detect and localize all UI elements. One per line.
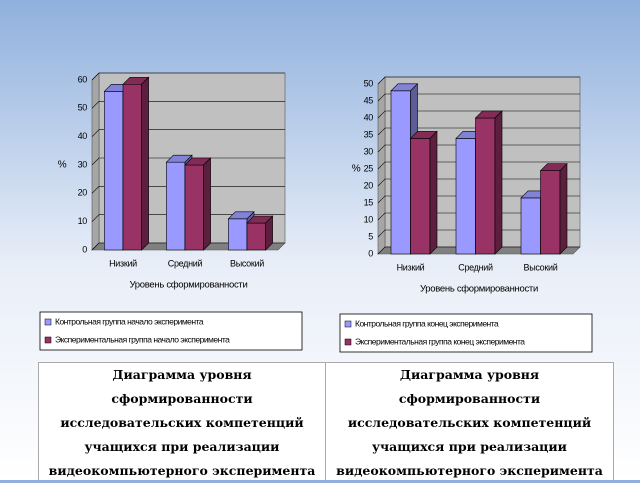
y-tick-label: 40 — [78, 131, 88, 141]
y-tick-label: 20 — [78, 188, 88, 198]
y-tick-label: 45 — [364, 95, 374, 105]
x-axis-label: Уровень сформированности — [130, 280, 248, 291]
grid-line — [377, 195, 580, 204]
bar — [520, 197, 541, 255]
grid-line — [377, 144, 580, 153]
bar — [246, 222, 266, 251]
y-tick-label: 30 — [78, 159, 88, 169]
y-tick-label: 40 — [364, 112, 374, 122]
bar-side — [203, 157, 211, 251]
grid-line — [377, 212, 580, 221]
legend-box — [339, 313, 593, 353]
grid-line — [377, 178, 580, 187]
legend-label: Контрольная группа конец эксперимента — [355, 318, 499, 328]
grid-line — [377, 229, 580, 238]
legend-label: Экспериментальная группа начало эксперим… — [55, 334, 230, 344]
grid-line — [377, 127, 580, 136]
bar — [540, 170, 561, 255]
y-tick-label: 60 — [78, 74, 88, 84]
caption: Диаграмма уровня сформированности исслед… — [38, 362, 326, 480]
grid-line — [377, 93, 580, 102]
grid-line — [91, 72, 285, 81]
legend-swatch — [344, 320, 352, 328]
bar — [166, 161, 186, 251]
y-tick-label: 0 — [82, 244, 87, 254]
x-axis-label: Уровень сформированности — [420, 284, 538, 295]
legend-swatch — [44, 318, 52, 326]
bar — [475, 117, 496, 255]
bar — [410, 138, 431, 255]
grid-line — [377, 246, 580, 255]
y-axis-label: % — [352, 164, 361, 175]
y-tick-label: 15 — [364, 197, 374, 207]
y-tick-label: 5 — [368, 231, 373, 241]
y-axis-label: % — [58, 160, 67, 171]
x-tick-label: Средний — [458, 262, 493, 272]
y-tick-label: 50 — [78, 103, 88, 113]
legend-swatch — [344, 338, 352, 346]
legend-box — [39, 311, 303, 351]
bar-side — [494, 110, 503, 255]
x-tick-label: Низкий — [109, 258, 137, 268]
y-tick-label: 10 — [78, 216, 88, 226]
grid-line — [91, 129, 285, 137]
x-tick-label: Низкий — [397, 262, 425, 272]
grid-line — [377, 76, 580, 85]
bar-side — [429, 130, 438, 255]
x-tick-label: Средний — [168, 258, 203, 268]
grid-line — [91, 242, 285, 251]
bar — [122, 83, 142, 251]
grid-line — [91, 101, 285, 109]
bar-side — [265, 215, 273, 251]
grid-line — [91, 186, 285, 194]
bar-side — [141, 76, 149, 251]
bar — [184, 164, 204, 251]
x-tick-label: Высокий — [524, 262, 558, 272]
bar-side — [559, 162, 568, 255]
grid-line — [377, 161, 580, 170]
x-tick-label: Высокий — [230, 258, 264, 268]
bar — [104, 91, 124, 251]
y-tick-label: 35 — [364, 129, 374, 139]
y-tick-label: 10 — [364, 214, 374, 224]
bar — [390, 90, 411, 255]
grid-line — [91, 157, 285, 166]
legend-label: Контрольная группа начало эксперимента — [55, 316, 204, 326]
y-tick-label: 20 — [364, 180, 374, 190]
caption: Диаграмма уровня сформированности исслед… — [325, 362, 614, 480]
y-tick-label: 0 — [368, 248, 373, 258]
bar — [455, 138, 476, 255]
grid-line — [91, 214, 285, 222]
grid-line — [377, 110, 580, 119]
y-tick-label: 30 — [364, 146, 374, 156]
legend-swatch — [44, 336, 52, 344]
y-tick-label: 25 — [364, 163, 374, 173]
bar — [228, 218, 248, 251]
legend-label: Экспериментальная группа конец экспериме… — [355, 336, 525, 346]
y-tick-label: 50 — [364, 78, 374, 88]
